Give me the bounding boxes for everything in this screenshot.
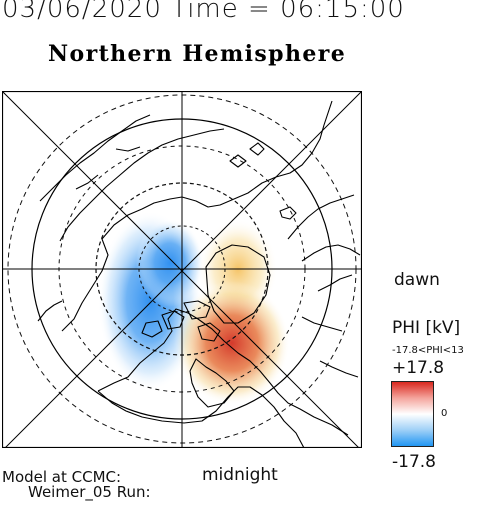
colorbar-title: PHI [kV] [392,318,461,338]
map-frame [2,91,362,448]
polar-map [2,91,362,448]
coastlines [37,100,361,448]
colorbar-min-label: -17.8 [392,452,436,472]
colorbar-max-label: +17.8 [392,358,445,378]
header-datetime: 03/06/2020 Time = 06:15:00 [2,0,405,24]
model-credit-line1: Model at CCMC: [2,468,122,486]
dawn-label: dawn [394,270,440,290]
midnight-label: midnight [202,465,278,485]
potential-pattern [98,211,290,405]
colorbar-zero-label: 0 [441,408,448,419]
meridian-lines [2,91,362,448]
page-title: Northern Hemisphere [48,41,347,67]
colorbar [391,381,434,447]
model-credit-line2: Weimer_05 Run: [28,483,151,501]
colorbar-range: -17.8<PHI<13 [392,345,464,356]
